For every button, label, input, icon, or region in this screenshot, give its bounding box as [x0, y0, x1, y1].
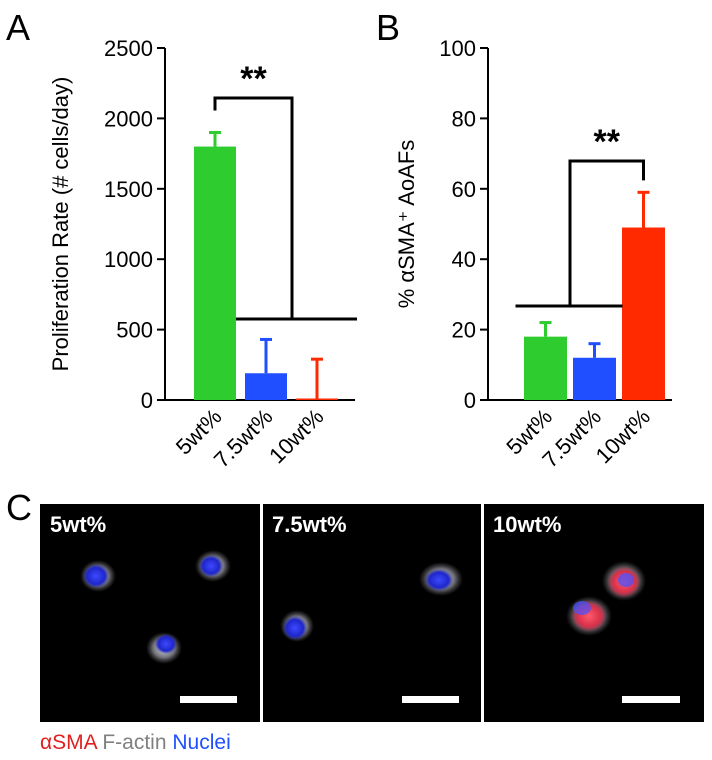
chart-b-ytick-label-0: 0 — [464, 388, 476, 413]
chart-a-ytick-label-3: 1500 — [104, 177, 153, 202]
chart-a-ytick-label-5: 2500 — [104, 36, 153, 61]
legend-item-asma: αSMA — [40, 731, 98, 754]
micrograph-panel-1: 5wt% — [40, 504, 260, 722]
chart-a-bar-2 — [296, 398, 338, 400]
chart-b-ytick-label-2: 40 — [452, 247, 476, 272]
chart-a-ylabel: Proliferation Rate (# cells/day) — [48, 77, 73, 372]
chart-a-significance: ** — [240, 60, 267, 98]
micrograph-label-3: 10wt% — [493, 512, 561, 537]
scale-bar-3 — [622, 696, 680, 703]
chart-b-ytick-label-1: 20 — [452, 318, 476, 343]
panel-letter-b: B — [376, 7, 400, 48]
chart-b-bar-1 — [573, 357, 616, 400]
scale-bar-1 — [180, 696, 237, 703]
chart-a-bar-1 — [245, 373, 287, 400]
scale-bar-2 — [402, 696, 459, 703]
chart-b-ytick-label-5: 100 — [439, 36, 476, 61]
chart-b-bar-2 — [622, 227, 665, 400]
chart-b-ytick-label-3: 60 — [452, 177, 476, 202]
legend: αSMA F-actin Nuclei — [40, 731, 231, 754]
chart-b-ylabel: % αSMA⁺ AoAFs — [394, 140, 419, 309]
chart-b-bar-0 — [524, 336, 567, 400]
legend-item-factin: F-actin — [102, 731, 166, 754]
micrograph-label-1: 5wt% — [50, 512, 106, 537]
chart-a: 0 500 1000 1500 2000 2500 Proliferation Rate (… — [48, 36, 357, 473]
legend-item-nuclei: Nuclei — [172, 731, 230, 754]
chart-b-ytick-label-4: 80 — [452, 106, 476, 131]
panel-letter-c: C — [6, 487, 32, 528]
micrograph-panel-3: 10wt% — [484, 504, 704, 722]
chart-a-ytick-label-1: 500 — [116, 318, 153, 343]
chart-b-significance-bracket — [568, 159, 645, 306]
chart-b-significance: ** — [594, 123, 621, 161]
chart-a-ytick-label-0: 0 — [141, 388, 153, 413]
panel-letter-a: A — [6, 7, 30, 48]
micrograph-panel-2: 7.5wt% — [263, 504, 481, 722]
chart-a-xtick-label-2: 10wt% — [264, 404, 328, 468]
chart-a-significance-bracket — [213, 96, 294, 319]
chart-b-xtick-label-2: 10wt% — [591, 404, 655, 468]
chart-a-ytick-label-4: 2000 — [104, 106, 153, 131]
micrograph-label-2: 7.5wt% — [272, 512, 347, 537]
chart-a-ytick-label-2: 1000 — [104, 247, 153, 272]
chart-a-bar-0 — [194, 146, 236, 400]
